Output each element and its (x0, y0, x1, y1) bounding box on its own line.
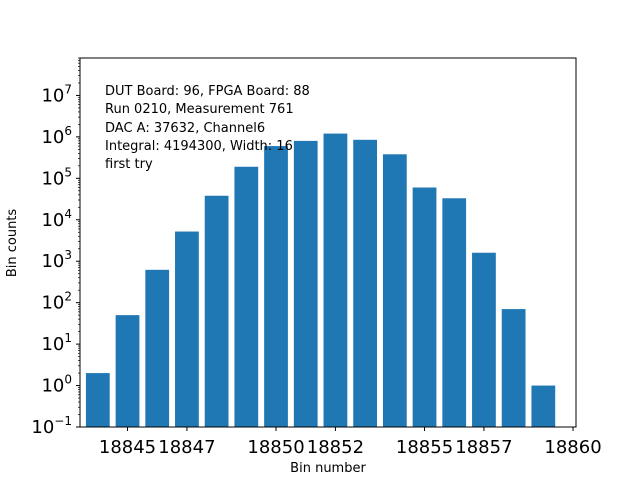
y-tick-label: 103 (41, 248, 72, 272)
bar (353, 139, 378, 428)
y-tick-label: 104 (41, 207, 72, 231)
x-axis: 18845 18847 18850 18852 18855 18857 18860 (99, 427, 602, 458)
y-tick-label: 10−1 (31, 414, 72, 438)
x-tick-label: 18847 (158, 437, 215, 458)
plot-frame (79, 57, 577, 428)
bars-group (85, 133, 556, 428)
bar (531, 385, 556, 427)
bar (234, 166, 259, 427)
bar (323, 133, 348, 427)
bar (472, 252, 496, 427)
bar (501, 309, 526, 427)
x-tick-label: 18855 (396, 437, 453, 458)
annotation-line: first try (105, 157, 153, 172)
bar (382, 154, 407, 428)
annotation-block: DUT Board: 96, FPGA Board: 88 Run 0210, … (105, 84, 310, 172)
bar (204, 195, 229, 427)
annotation-line: Run 0210, Measurement 761 (105, 102, 294, 117)
annotation-line: DAC A: 37632, Channel6 (105, 121, 265, 136)
y-tick-label: 107 (41, 82, 72, 106)
y-axis: 10−1 100 101 102 103 104 105 106 107 (31, 57, 80, 438)
x-tick-label: 18852 (307, 437, 364, 458)
y-tick-label: 100 (41, 373, 72, 397)
bar (115, 315, 140, 427)
annotation-line: Integral: 4194300, Width: 16 (105, 139, 293, 154)
y-tick-label: 106 (41, 124, 72, 148)
x-tick-label: 18845 (99, 437, 156, 458)
bar (175, 231, 199, 427)
x-tick-label: 18857 (455, 437, 512, 458)
annotation-line: DUT Board: 96, FPGA Board: 88 (105, 84, 310, 99)
y-tick-label: 105 (41, 165, 72, 189)
bar (85, 373, 110, 427)
bar (412, 187, 437, 427)
y-axis-label: Bin counts (5, 209, 20, 278)
bar (293, 140, 318, 427)
bar (145, 269, 170, 427)
bar (264, 146, 288, 427)
x-tick-label: 18860 (544, 437, 601, 458)
x-tick-label: 18850 (247, 437, 304, 458)
y-tick-label: 101 (41, 331, 72, 355)
bar (442, 198, 467, 427)
y-tick-label: 102 (41, 290, 72, 314)
x-axis-label: Bin number (290, 461, 366, 476)
